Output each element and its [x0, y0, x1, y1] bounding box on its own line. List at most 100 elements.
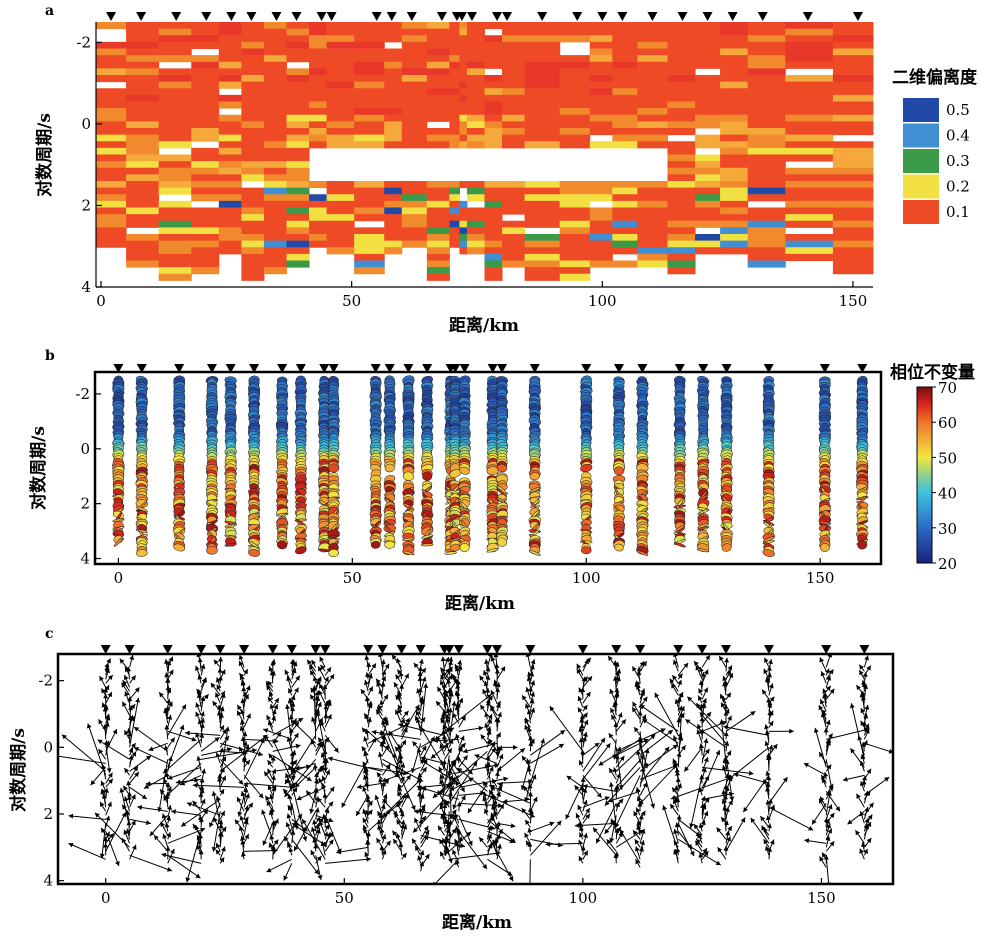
station-marker [617, 12, 628, 21]
heatmap-cell [286, 154, 310, 162]
arrow-head [135, 697, 141, 703]
heatmap-cell [158, 134, 192, 142]
heatmap-cell [832, 61, 874, 69]
arrow-head [397, 744, 402, 750]
arrow-head [446, 782, 452, 788]
arrow-head [432, 793, 438, 798]
arrow-head [101, 827, 106, 834]
arrow-head [104, 788, 110, 793]
heatmap-cell [326, 75, 355, 83]
heatmap-cell [747, 194, 786, 202]
arrow-head [474, 754, 480, 759]
arrow-head [226, 747, 232, 753]
heatmap-cell [747, 253, 786, 261]
heatmap-cell [241, 35, 265, 43]
arrow-head [580, 687, 586, 693]
station-marker [246, 12, 257, 21]
heatmap-cell [466, 55, 485, 63]
heatmap-cell [720, 22, 749, 30]
heatmap-cell [426, 22, 450, 30]
phase-ellipse [819, 543, 830, 552]
heatmap-cell [263, 240, 287, 248]
arrow-head [192, 800, 198, 806]
phase-arrow [336, 846, 369, 854]
arrow-head [238, 779, 244, 785]
heatmap-cell [126, 154, 160, 162]
phase-arrow [341, 759, 369, 808]
heatmap-cell [747, 167, 786, 175]
arrow-head [377, 824, 382, 830]
arrow-head [365, 672, 371, 678]
arrow-head [312, 819, 318, 825]
heatmap-cell [241, 128, 265, 136]
heatmap-cell [589, 234, 613, 242]
arrow-head [199, 777, 205, 783]
heatmap-cell [484, 187, 503, 195]
phase-arrow [291, 783, 307, 842]
heatmap-cell [785, 147, 834, 155]
heatmap-cell [524, 260, 561, 268]
arrow-head [130, 743, 136, 749]
arrow-head [379, 828, 385, 833]
phase-arrow [487, 858, 513, 876]
arrow-head [326, 667, 332, 673]
heatmap-cell [695, 207, 721, 215]
arrow-head [290, 706, 296, 712]
arrow-head [378, 688, 384, 694]
heatmap-cell [502, 101, 526, 109]
arrow-head [381, 720, 387, 726]
arrow-head [318, 690, 323, 696]
arrow-head [243, 819, 249, 825]
arrow-head [215, 677, 221, 683]
heatmap-cell [326, 207, 355, 215]
arrow-head [238, 661, 244, 667]
arrow-head [457, 660, 462, 666]
arrow-head [288, 847, 294, 853]
heatmap-cell [354, 55, 385, 63]
heatmap-cell [309, 227, 328, 235]
arrow-head [520, 785, 526, 791]
heatmap-cell [158, 41, 192, 49]
arrow-head [244, 805, 250, 811]
heatmap-cell [309, 194, 328, 202]
station-marker [572, 12, 583, 21]
arrow-head [157, 807, 163, 812]
arrow-head [439, 779, 444, 785]
heatmap-cell [559, 234, 591, 242]
arrow-head [364, 714, 370, 719]
arrow-head [400, 776, 405, 782]
heatmap-cell [832, 108, 874, 116]
heatmap-cell [720, 108, 749, 116]
heatmap-cell [559, 35, 591, 43]
phase-arrow [105, 831, 120, 867]
arrow-head [102, 836, 108, 842]
heatmap-cell [384, 220, 403, 228]
arrow-head [105, 831, 110, 837]
heatmap-cell [667, 207, 696, 215]
heatmap-cell [158, 141, 192, 149]
station-marker [581, 364, 592, 373]
heatmap-cell [466, 187, 485, 195]
phase-arrow [272, 744, 301, 752]
heatmap-cell [286, 68, 310, 76]
heatmap-cell [785, 154, 834, 162]
station-marker [677, 12, 688, 21]
heatmap-cell [309, 28, 328, 36]
arrow-head [368, 686, 373, 692]
heatmap-cell [354, 28, 385, 36]
heatmap-cell [241, 227, 265, 235]
arrow-head [245, 759, 250, 766]
phase-arrow [68, 815, 106, 820]
heatmap-cell [720, 200, 749, 208]
phase-ellipse [486, 548, 499, 553]
heatmap-cell [241, 55, 265, 63]
arrow-head [200, 696, 206, 702]
heatmap-cell [426, 214, 450, 222]
arrow-head [526, 840, 531, 846]
arrow-head [447, 687, 453, 693]
heatmap-cell [286, 194, 310, 202]
heatmap-cell [286, 41, 310, 49]
phase-ellipse [384, 463, 395, 473]
arrow-head [580, 845, 586, 851]
